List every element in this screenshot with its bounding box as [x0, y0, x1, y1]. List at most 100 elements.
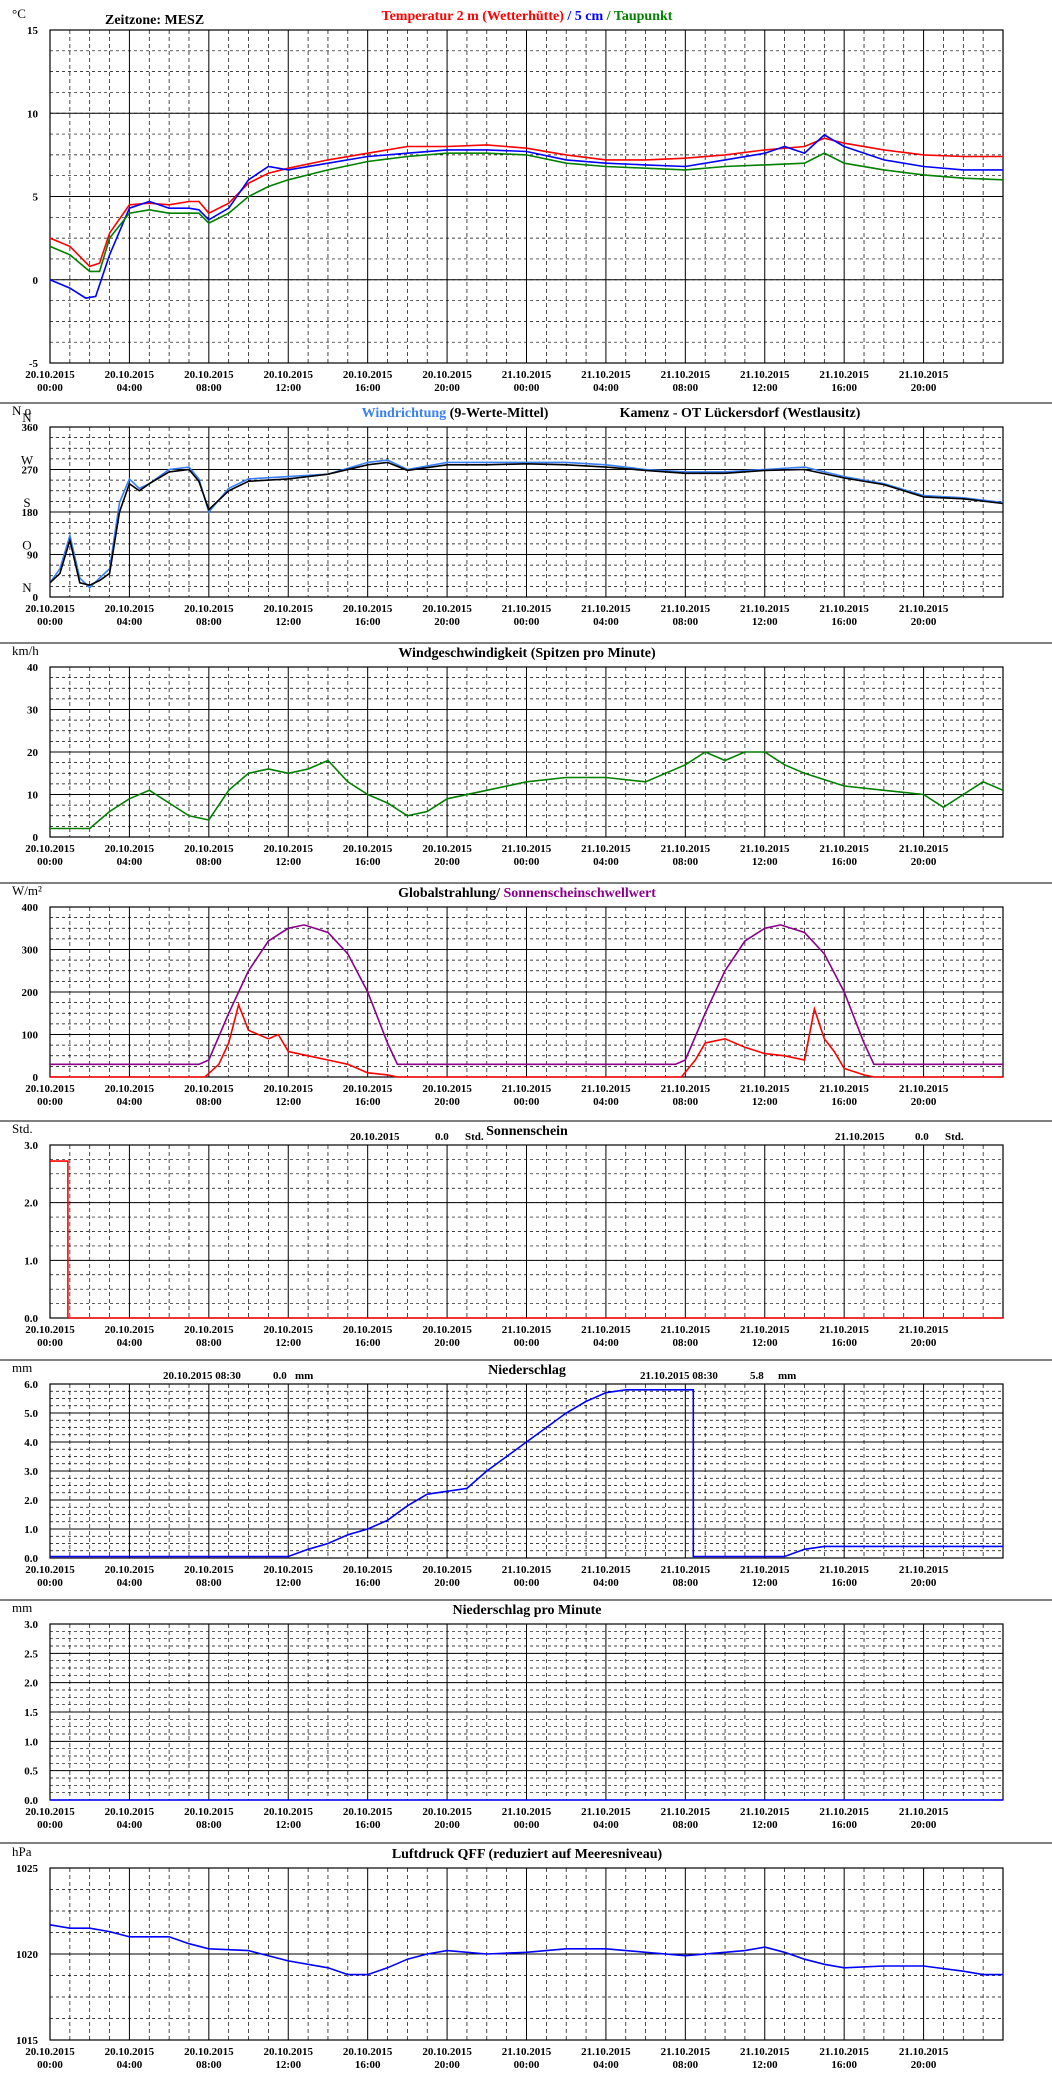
x-tick-date: 20.10.2015 — [105, 1324, 155, 1336]
chart-title: Globalstrahlung/ Sonnenscheinschwellwert — [398, 886, 656, 901]
chart-title: Niederschlag — [488, 1363, 566, 1378]
x-tick-time: 04:00 — [593, 856, 619, 868]
info-value: 0.0 — [915, 1131, 929, 1143]
plot-frame — [49, 666, 1004, 838]
x-tick-date: 21.10.2015 — [819, 1083, 869, 1095]
x-tick-time: 00:00 — [514, 382, 540, 394]
series-line — [50, 751, 1004, 830]
chart-title: Windgeschwindigkeit (Spitzen pro Minute) — [398, 646, 656, 661]
y-tick-label: 1.5 — [24, 1707, 38, 1719]
x-tick-date: 20.10.2015 — [184, 1564, 234, 1576]
x-tick-date: 20.10.2015 — [25, 369, 75, 381]
x-tick-date: 21.10.2015 — [581, 1564, 631, 1576]
y-tick-label: 1015 — [16, 2035, 39, 2047]
x-tick-date: 21.10.2015 — [502, 1806, 552, 1818]
x-tick-date: 21.10.2015 — [740, 1806, 790, 1818]
y-tick-label: 300 — [22, 945, 39, 957]
x-tick-time: 16:00 — [355, 2059, 381, 2071]
y-direction-label: N — [22, 580, 32, 595]
x-tick-date: 21.10.2015 — [740, 603, 790, 615]
x-tick-time: 08:00 — [196, 1819, 222, 1831]
x-tick-date: 21.10.2015 — [661, 1564, 711, 1576]
x-tick-date: 21.10.2015 — [502, 843, 552, 855]
x-tick-date: 21.10.2015 — [661, 1806, 711, 1818]
x-tick-time: 16:00 — [831, 1337, 857, 1349]
x-tick-date: 20.10.2015 — [343, 843, 393, 855]
x-tick-date: 21.10.2015 — [740, 1324, 790, 1336]
y-unit-label: mm — [12, 1360, 32, 1375]
x-tick-date: 21.10.2015 — [581, 369, 631, 381]
x-tick-date: 21.10.2015 — [899, 1083, 949, 1095]
x-tick-date: 20.10.2015 — [264, 2046, 314, 2058]
x-tick-date: 20.10.2015 — [422, 369, 472, 381]
y-tick-label: 5.0 — [24, 1408, 38, 1420]
x-tick-time: 16:00 — [355, 616, 381, 628]
x-tick-date: 20.10.2015 — [184, 843, 234, 855]
x-tick-date: 21.10.2015 — [819, 369, 869, 381]
y-tick-label: 0 — [33, 275, 39, 287]
x-tick-date: 21.10.2015 — [819, 843, 869, 855]
x-tick-date: 21.10.2015 — [581, 1083, 631, 1095]
plot-frame — [49, 29, 1004, 364]
x-tick-time: 00:00 — [37, 2059, 63, 2071]
x-tick-time: 20:00 — [434, 382, 460, 394]
x-tick-time: 08:00 — [196, 2059, 222, 2071]
x-tick-date: 20.10.2015 — [105, 1564, 155, 1576]
y-tick-label: 4.0 — [24, 1437, 38, 1449]
y-tick-label: 200 — [22, 987, 39, 999]
info-unit: Std. — [465, 1131, 484, 1143]
x-tick-time: 00:00 — [514, 1096, 540, 1108]
plot-frame — [49, 426, 1004, 598]
y-tick-label: 3.0 — [24, 1140, 38, 1152]
chart-subtitle-location: Kamenz - OT Lückersdorf (Westlausitz) — [620, 406, 861, 421]
y-tick-label: 15 — [27, 25, 39, 37]
x-tick-time: 12:00 — [275, 382, 301, 394]
x-tick-date: 20.10.2015 — [422, 1083, 472, 1095]
x-tick-date: 21.10.2015 — [502, 2046, 552, 2058]
chart-title-part: Niederschlag — [488, 1363, 566, 1378]
x-tick-date: 20.10.2015 — [184, 603, 234, 615]
chart-title-part: Niederschlag pro Minute — [452, 1603, 601, 1618]
y-unit-label: Std. — [12, 1121, 33, 1136]
x-tick-date: 21.10.2015 — [899, 843, 949, 855]
series-line — [49, 137, 1003, 268]
y-tick-label: 90 — [27, 550, 39, 562]
x-tick-time: 00:00 — [514, 616, 540, 628]
y-unit-label: W/m² — [12, 883, 42, 898]
x-tick-date: 20.10.2015 — [264, 843, 314, 855]
y-tick-label: 0 — [33, 1072, 39, 1084]
x-tick-time: 00:00 — [37, 1577, 63, 1589]
y-tick-label: 10 — [27, 790, 39, 802]
y-tick-label: 6.0 — [24, 1379, 38, 1391]
y-direction-label: W — [21, 453, 34, 468]
x-tick-time: 00:00 — [514, 2059, 540, 2071]
x-tick-time: 04:00 — [117, 1337, 143, 1349]
x-tick-time: 08:00 — [196, 1096, 222, 1108]
x-tick-time: 20:00 — [911, 1096, 937, 1108]
info-value: 0.0 — [435, 1131, 449, 1143]
y-tick-label: 1025 — [16, 1863, 39, 1875]
x-tick-time: 12:00 — [275, 1819, 301, 1831]
x-tick-date: 20.10.2015 — [422, 1564, 472, 1576]
chart-title-part: / — [603, 9, 614, 24]
x-tick-time: 16:00 — [355, 1819, 381, 1831]
x-tick-time: 12:00 — [752, 382, 778, 394]
x-tick-time: 16:00 — [355, 1337, 381, 1349]
y-tick-label: 0.5 — [24, 1766, 38, 1778]
x-tick-time: 00:00 — [514, 856, 540, 868]
x-tick-time: 08:00 — [672, 1096, 698, 1108]
x-tick-time: 00:00 — [37, 856, 63, 868]
x-tick-date: 21.10.2015 — [740, 1083, 790, 1095]
x-tick-time: 00:00 — [37, 1819, 63, 1831]
y-tick-label: 270 — [22, 465, 39, 477]
x-tick-time: 04:00 — [593, 616, 619, 628]
x-tick-time: 20:00 — [434, 1819, 460, 1831]
x-tick-time: 16:00 — [831, 1096, 857, 1108]
y-tick-label: 40 — [27, 662, 39, 674]
x-tick-time: 20:00 — [911, 856, 937, 868]
info-date: 21.10.2015 08:30 — [640, 1370, 718, 1382]
x-tick-date: 20.10.2015 — [184, 369, 234, 381]
y-unit-label: km/h — [12, 643, 39, 658]
x-tick-date: 20.10.2015 — [184, 1324, 234, 1336]
info-value: 5.8 — [750, 1370, 764, 1382]
